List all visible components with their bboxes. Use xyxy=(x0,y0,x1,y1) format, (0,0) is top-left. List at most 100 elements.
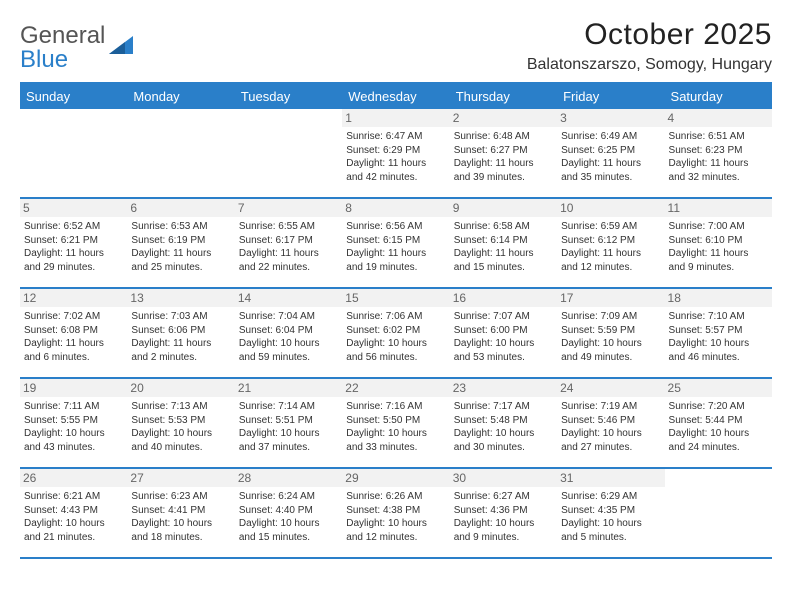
day-cell: 16Sunrise: 7:07 AMSunset: 6:00 PMDayligh… xyxy=(450,289,557,377)
sunset-text: Sunset: 5:51 PM xyxy=(239,414,338,428)
sunrise-text: Sunrise: 6:48 AM xyxy=(454,130,553,144)
day-number: 16 xyxy=(450,289,557,307)
day-header-sun: Sunday xyxy=(20,84,127,109)
day-number: 20 xyxy=(127,379,234,397)
day-number: 3 xyxy=(557,109,664,127)
day-number: 29 xyxy=(342,469,449,487)
day-cell xyxy=(665,469,772,557)
daylight-text: Daylight: 10 hours xyxy=(131,427,230,441)
daylight-text: Daylight: 11 hours xyxy=(561,157,660,171)
daylight-text: and 37 minutes. xyxy=(239,441,338,455)
day-cell: 31Sunrise: 6:29 AMSunset: 4:35 PMDayligh… xyxy=(557,469,664,557)
day-cell: 7Sunrise: 6:55 AMSunset: 6:17 PMDaylight… xyxy=(235,199,342,287)
day-header-tue: Tuesday xyxy=(235,84,342,109)
week-row: 19Sunrise: 7:11 AMSunset: 5:55 PMDayligh… xyxy=(20,379,772,469)
sunrise-text: Sunrise: 7:11 AM xyxy=(24,400,123,414)
daylight-text: Daylight: 10 hours xyxy=(131,517,230,531)
day-cell xyxy=(20,109,127,197)
sunset-text: Sunset: 6:06 PM xyxy=(131,324,230,338)
sunset-text: Sunset: 6:27 PM xyxy=(454,144,553,158)
day-number: 28 xyxy=(235,469,342,487)
day-cell: 9Sunrise: 6:58 AMSunset: 6:14 PMDaylight… xyxy=(450,199,557,287)
daylight-text: and 42 minutes. xyxy=(346,171,445,185)
day-number: 4 xyxy=(665,109,772,127)
daylight-text: and 53 minutes. xyxy=(454,351,553,365)
location-text: Balatonszarszo, Somogy, Hungary xyxy=(527,56,772,74)
day-cell: 28Sunrise: 6:24 AMSunset: 4:40 PMDayligh… xyxy=(235,469,342,557)
daylight-text: and 6 minutes. xyxy=(24,351,123,365)
week-row: 1Sunrise: 6:47 AMSunset: 6:29 PMDaylight… xyxy=(20,109,772,199)
sunrise-text: Sunrise: 7:16 AM xyxy=(346,400,445,414)
sunset-text: Sunset: 6:10 PM xyxy=(669,234,768,248)
day-number: 11 xyxy=(665,199,772,217)
sunrise-text: Sunrise: 6:56 AM xyxy=(346,220,445,234)
daylight-text: Daylight: 10 hours xyxy=(239,427,338,441)
sunrise-text: Sunrise: 6:21 AM xyxy=(24,490,123,504)
sunset-text: Sunset: 4:41 PM xyxy=(131,504,230,518)
day-cell: 22Sunrise: 7:16 AMSunset: 5:50 PMDayligh… xyxy=(342,379,449,467)
sunset-text: Sunset: 4:36 PM xyxy=(454,504,553,518)
day-cell: 11Sunrise: 7:00 AMSunset: 6:10 PMDayligh… xyxy=(665,199,772,287)
sunset-text: Sunset: 6:23 PM xyxy=(669,144,768,158)
day-cell: 24Sunrise: 7:19 AMSunset: 5:46 PMDayligh… xyxy=(557,379,664,467)
sunset-text: Sunset: 5:57 PM xyxy=(669,324,768,338)
daylight-text: Daylight: 11 hours xyxy=(454,247,553,261)
sunrise-text: Sunrise: 7:04 AM xyxy=(239,310,338,324)
day-cell: 18Sunrise: 7:10 AMSunset: 5:57 PMDayligh… xyxy=(665,289,772,377)
daylight-text: and 9 minutes. xyxy=(669,261,768,275)
day-cell: 8Sunrise: 6:56 AMSunset: 6:15 PMDaylight… xyxy=(342,199,449,287)
month-title: October 2025 xyxy=(527,18,772,52)
daylight-text: Daylight: 10 hours xyxy=(24,427,123,441)
day-number: 30 xyxy=(450,469,557,487)
daylight-text: and 15 minutes. xyxy=(454,261,553,275)
sunrise-text: Sunrise: 6:26 AM xyxy=(346,490,445,504)
daylight-text: and 49 minutes. xyxy=(561,351,660,365)
daylight-text: Daylight: 11 hours xyxy=(24,337,123,351)
daylight-text: and 32 minutes. xyxy=(669,171,768,185)
daylight-text: Daylight: 10 hours xyxy=(346,337,445,351)
day-number: 21 xyxy=(235,379,342,397)
sunset-text: Sunset: 5:53 PM xyxy=(131,414,230,428)
sunset-text: Sunset: 4:40 PM xyxy=(239,504,338,518)
day-header-sat: Saturday xyxy=(665,84,772,109)
daylight-text: Daylight: 10 hours xyxy=(346,427,445,441)
daylight-text: and 21 minutes. xyxy=(24,531,123,545)
sunrise-text: Sunrise: 6:29 AM xyxy=(561,490,660,504)
sunset-text: Sunset: 5:44 PM xyxy=(669,414,768,428)
day-number: 1 xyxy=(342,109,449,127)
day-cell: 23Sunrise: 7:17 AMSunset: 5:48 PMDayligh… xyxy=(450,379,557,467)
day-number: 26 xyxy=(20,469,127,487)
logo-word-2: Blue xyxy=(20,46,68,73)
sunrise-text: Sunrise: 7:02 AM xyxy=(24,310,123,324)
sunrise-text: Sunrise: 7:09 AM xyxy=(561,310,660,324)
day-cell: 4Sunrise: 6:51 AMSunset: 6:23 PMDaylight… xyxy=(665,109,772,197)
daylight-text: and 43 minutes. xyxy=(24,441,123,455)
daylight-text: Daylight: 11 hours xyxy=(669,157,768,171)
sunrise-text: Sunrise: 7:17 AM xyxy=(454,400,553,414)
sunset-text: Sunset: 6:25 PM xyxy=(561,144,660,158)
day-header-mon: Monday xyxy=(127,84,234,109)
day-number: 7 xyxy=(235,199,342,217)
daylight-text: Daylight: 10 hours xyxy=(561,517,660,531)
daylight-text: and 39 minutes. xyxy=(454,171,553,185)
sunrise-text: Sunrise: 6:59 AM xyxy=(561,220,660,234)
sunset-text: Sunset: 6:08 PM xyxy=(24,324,123,338)
sunrise-text: Sunrise: 7:06 AM xyxy=(346,310,445,324)
day-number: 27 xyxy=(127,469,234,487)
sunrise-text: Sunrise: 6:24 AM xyxy=(239,490,338,504)
daylight-text: and 29 minutes. xyxy=(24,261,123,275)
day-number: 23 xyxy=(450,379,557,397)
sunrise-text: Sunrise: 7:14 AM xyxy=(239,400,338,414)
daylight-text: Daylight: 10 hours xyxy=(454,427,553,441)
sunset-text: Sunset: 6:19 PM xyxy=(131,234,230,248)
daylight-text: and 22 minutes. xyxy=(239,261,338,275)
daylight-text: Daylight: 11 hours xyxy=(669,247,768,261)
week-row: 5Sunrise: 6:52 AMSunset: 6:21 PMDaylight… xyxy=(20,199,772,289)
day-number: 24 xyxy=(557,379,664,397)
day-cell: 30Sunrise: 6:27 AMSunset: 4:36 PMDayligh… xyxy=(450,469,557,557)
day-number: 13 xyxy=(127,289,234,307)
day-number: 22 xyxy=(342,379,449,397)
day-cell xyxy=(127,109,234,197)
day-cell: 29Sunrise: 6:26 AMSunset: 4:38 PMDayligh… xyxy=(342,469,449,557)
daylight-text: Daylight: 10 hours xyxy=(24,517,123,531)
